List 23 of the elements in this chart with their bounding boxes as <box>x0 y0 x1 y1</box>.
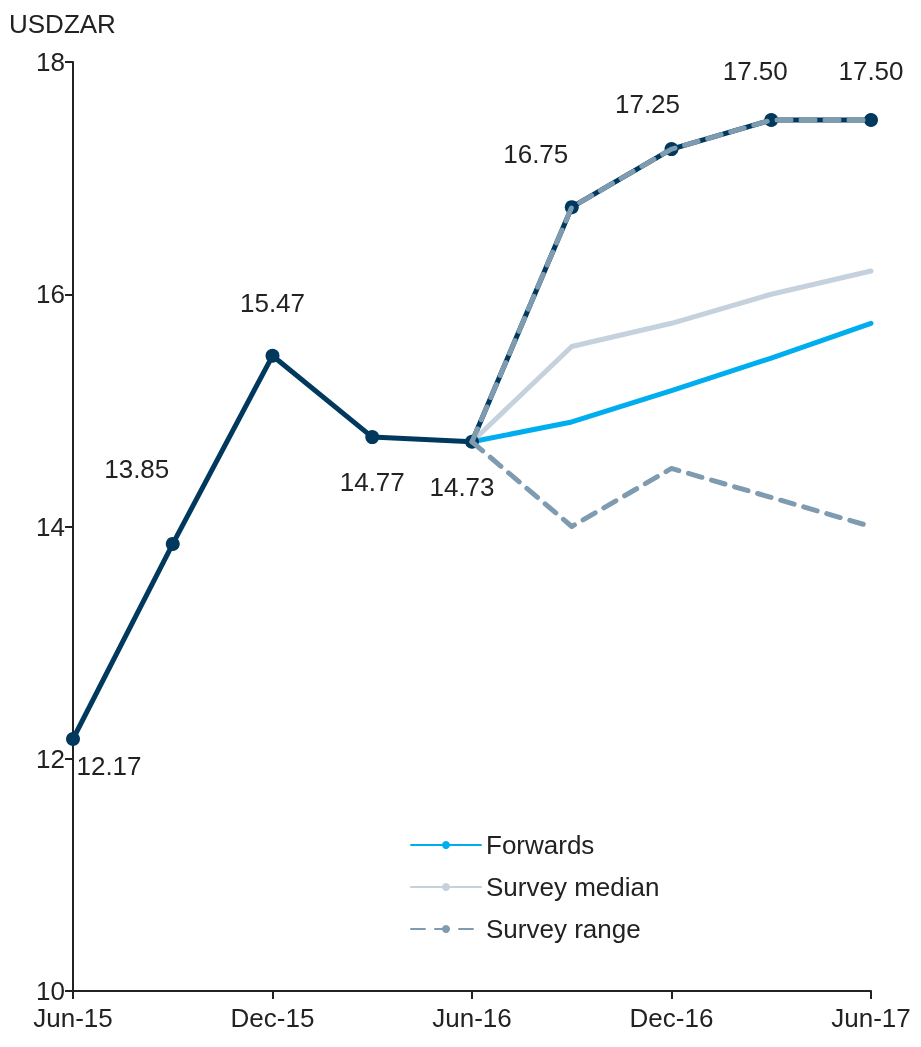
data-label: 12.17 <box>76 751 142 782</box>
data-label: 17.50 <box>722 56 788 87</box>
data-label: 14.77 <box>339 467 405 498</box>
y-tick-label: 16 <box>36 279 65 310</box>
data-label: 13.85 <box>104 453 170 484</box>
legend-label: Survey median <box>486 872 660 902</box>
legend-label: Survey range <box>486 914 641 944</box>
y-tick-label: 14 <box>36 511 65 542</box>
y-tick-label: 18 <box>36 47 65 77</box>
data-label: 17.25 <box>614 89 681 120</box>
x-tick-label: Dec-15 <box>230 1003 315 1033</box>
x-tick-label: Jun-15 <box>33 1003 113 1033</box>
x-tick-label: Jun-16 <box>432 1003 512 1033</box>
legend-label: Forwards <box>486 830 595 860</box>
x-tick-label: Jun-17 <box>831 1003 911 1033</box>
data-label: 16.75 <box>503 139 569 170</box>
y-tick-label: 12 <box>36 743 65 774</box>
y-axis-title: USDZAR <box>9 9 116 39</box>
x-tick-label: Dec-16 <box>629 1003 714 1033</box>
data-label: 15.47 <box>239 287 306 318</box>
y-tick-label: 10 <box>36 976 65 1006</box>
data-label: 17.50 <box>838 56 904 87</box>
data-label: 14.73 <box>429 471 495 502</box>
